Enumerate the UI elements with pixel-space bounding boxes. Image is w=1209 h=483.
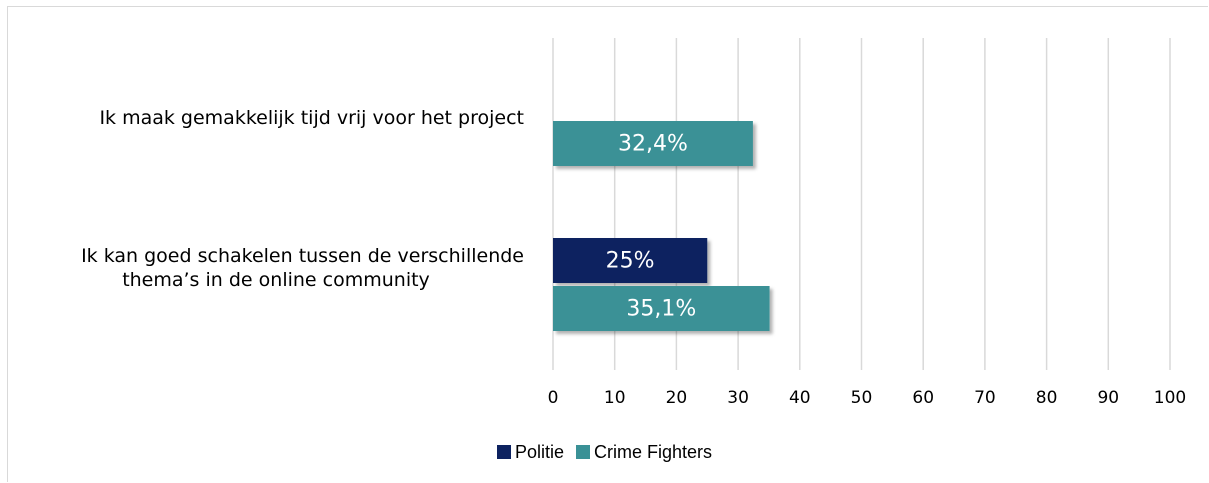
- x-tick-label-10: 10: [604, 388, 626, 408]
- bars: 25% 32,4% 35,1%: [553, 121, 770, 331]
- data-label-politie-1: 25%: [606, 249, 655, 274]
- data-label-crime-fighters-0: 32,4%: [618, 132, 688, 157]
- x-tick-label-20: 20: [666, 388, 688, 408]
- x-tick-label-70: 70: [974, 388, 996, 408]
- x-tick-label-60: 60: [912, 388, 934, 408]
- legend-item-politie: Politie: [496, 441, 564, 463]
- legend: Politie Crime Fighters: [0, 439, 1209, 465]
- category-label-1-line-0: Ik kan goed schakelen tussen de verschil…: [81, 245, 524, 267]
- chart-frame: [7, 6, 1208, 482]
- x-tick-label-50: 50: [851, 388, 873, 408]
- x-tick-label-80: 80: [1036, 388, 1058, 408]
- x-tick-label-100: 100: [1154, 388, 1186, 408]
- x-tick-label-40: 40: [789, 388, 811, 408]
- x-axis-ticks: 0 10 20 30 40 50 60 70 80 90 100: [548, 388, 1187, 408]
- legend-label-crime-fighters: Crime Fighters: [594, 441, 713, 462]
- legend-label-politie: Politie: [514, 441, 564, 462]
- legend-swatch-crime-fighters: [576, 445, 590, 459]
- legend-swatch-politie: [496, 445, 511, 459]
- x-tick-label-0: 0: [548, 388, 559, 408]
- data-label-crime-fighters-1: 35,1%: [626, 297, 696, 322]
- legend-item-crime-fighters: Crime Fighters: [576, 442, 712, 463]
- x-tick-label-30: 30: [727, 388, 749, 408]
- bar-crime-fighters-1: [553, 286, 770, 331]
- category-label-0-line-0: Ik maak gemakkelijk tijd vrij voor het p…: [99, 107, 524, 129]
- category-labels: Ik maak gemakkelijk tijd vrij voor het p…: [81, 107, 524, 291]
- x-tick-label-90: 90: [1097, 388, 1119, 408]
- bar-crime-fighters-0: [553, 121, 753, 166]
- bar-politie-1: [553, 238, 708, 283]
- category-label-1-line-1: thema’s in de online community: [122, 269, 430, 291]
